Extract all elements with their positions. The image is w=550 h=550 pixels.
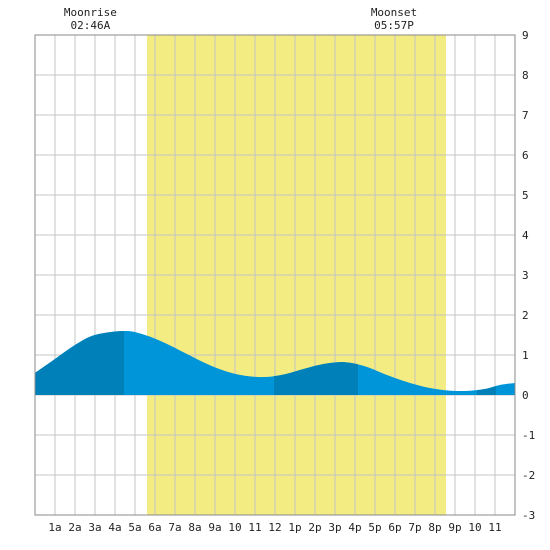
x-tick-label: 11	[248, 521, 261, 534]
y-tick-label: -3	[522, 509, 535, 522]
x-tick-label: 10	[468, 521, 481, 534]
x-tick-label: 4p	[348, 521, 361, 534]
y-tick-label: 7	[522, 109, 529, 122]
x-tick-label: 11	[488, 521, 501, 534]
y-tick-label: 6	[522, 149, 529, 162]
y-tick-label: 4	[522, 229, 529, 242]
x-tick-label: 2p	[308, 521, 321, 534]
y-tick-label: 9	[522, 29, 529, 42]
tide-area	[35, 331, 515, 395]
y-tick-label: 3	[522, 269, 529, 282]
y-tick-label: -2	[522, 469, 535, 482]
moonset-time: 05:57P	[374, 19, 414, 32]
moonrise-time: 02:46A	[71, 19, 111, 32]
tide-area-dark-band	[477, 386, 496, 395]
y-tick-label: 8	[522, 69, 529, 82]
tide-area-dark-band	[274, 362, 358, 395]
tide-area-dark-band	[35, 331, 124, 395]
y-tick-label: 1	[522, 349, 529, 362]
x-tick-label: 2a	[68, 521, 81, 534]
y-tick-label: 0	[522, 389, 529, 402]
moonset-label: Moonset	[371, 6, 417, 19]
x-tick-label: 8a	[188, 521, 201, 534]
x-tick-label: 5p	[368, 521, 381, 534]
y-tick-label: 5	[522, 189, 529, 202]
x-tick-label: 8p	[428, 521, 441, 534]
x-tick-label: 10	[228, 521, 241, 534]
x-tick-label: 6p	[388, 521, 401, 534]
x-tick-label: 7a	[168, 521, 181, 534]
x-tick-label: 3a	[88, 521, 101, 534]
x-tick-label: 3p	[328, 521, 341, 534]
x-tick-label: 9p	[448, 521, 461, 534]
x-tick-label: 12	[268, 521, 281, 534]
y-tick-label: 2	[522, 309, 529, 322]
x-tick-label: 7p	[408, 521, 421, 534]
moonrise-label: Moonrise	[64, 6, 117, 19]
x-tick-label: 4a	[108, 521, 121, 534]
plot-frame	[34, 34, 516, 516]
x-tick-label: 6a	[148, 521, 161, 534]
x-tick-label: 5a	[128, 521, 141, 534]
x-tick-label: 1p	[288, 521, 301, 534]
x-tick-label: 1a	[48, 521, 61, 534]
y-tick-label: -1	[522, 429, 535, 442]
x-tick-label: 9a	[208, 521, 221, 534]
